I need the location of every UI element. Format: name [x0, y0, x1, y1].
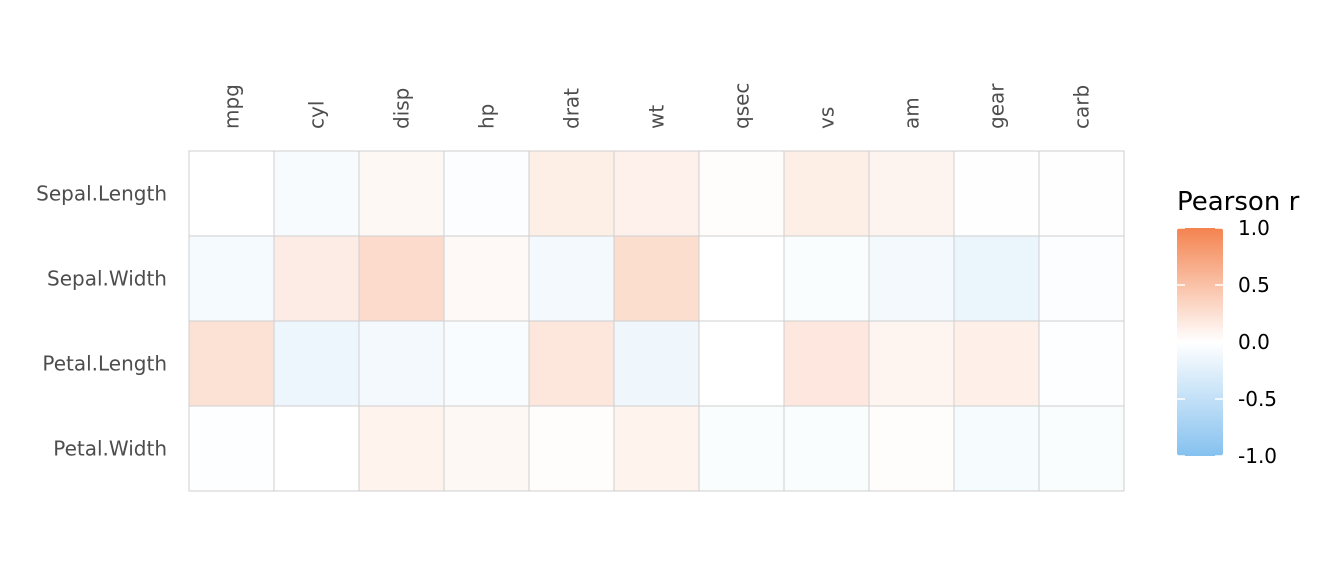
heatmap-cell-sepal-width-disp — [358, 235, 445, 322]
column-labels: mpg cyl disp hp drat wt qsec vs am gear carb — [220, 83, 1094, 129]
legend-tick-label: -0.5 — [1238, 387, 1277, 411]
heatmap-cell-sepal-length-hp — [443, 150, 530, 237]
column-label-am: am — [900, 97, 924, 129]
heatmap-cell-sepal-length-wt — [613, 150, 700, 237]
heatmap-cell-sepal-width-hp — [443, 235, 530, 322]
heatmap-cell-sepal-length-qsec — [698, 150, 785, 237]
legend-color-bar — [1177, 228, 1223, 456]
heatmap-cell-petal-length-cyl — [273, 320, 360, 407]
column-label-vs: vs — [815, 107, 839, 129]
column-label-wt: wt — [645, 105, 669, 129]
row-label-sepal-width: Sepal.Width — [47, 267, 167, 291]
heatmap-cell-petal-width-wt — [613, 405, 700, 492]
legend-tick-label: 1.0 — [1238, 216, 1270, 240]
heatmap-cell-petal-length-carb — [1038, 320, 1125, 407]
heatmap-cell-sepal-width-vs — [783, 235, 870, 322]
heatmap-cells — [188, 150, 1125, 492]
heatmap-cell-petal-width-hp — [443, 405, 530, 492]
heatmap-cell-sepal-length-am — [868, 150, 955, 237]
column-label-mpg: mpg — [220, 84, 244, 129]
heatmap-cell-sepal-width-qsec — [698, 235, 785, 322]
legend-tick-label: 0.0 — [1238, 330, 1270, 354]
heatmap-cell-sepal-length-carb — [1038, 150, 1125, 237]
row-label-sepal-length: Sepal.Length — [36, 182, 167, 206]
heatmap-cell-sepal-length-vs — [783, 150, 870, 237]
heatmap-cell-sepal-width-cyl — [273, 235, 360, 322]
heatmap-cell-petal-width-am — [868, 405, 955, 492]
heatmap-cell-sepal-length-disp — [358, 150, 445, 237]
column-label-disp: disp — [390, 88, 414, 129]
heatmap-cell-petal-length-vs — [783, 320, 870, 407]
heatmap-cell-petal-width-vs — [783, 405, 870, 492]
heatmap-cell-petal-length-qsec — [698, 320, 785, 407]
heatmap-cell-sepal-length-drat — [528, 150, 615, 237]
heatmap-cell-petal-length-mpg — [188, 320, 275, 407]
heatmap-cell-sepal-width-am — [868, 235, 955, 322]
heatmap-cell-petal-length-drat — [528, 320, 615, 407]
heatmap-cell-sepal-length-mpg — [188, 150, 275, 237]
legend-tick-label: -1.0 — [1238, 444, 1277, 468]
heatmap-cell-sepal-width-gear — [953, 235, 1040, 322]
heatmap-cell-petal-width-cyl — [273, 405, 360, 492]
heatmap-cell-petal-length-hp — [443, 320, 530, 407]
heatmap-cell-petal-length-wt — [613, 320, 700, 407]
color-legend: Pearson r 1.0 0.5 0.0 -0.5 -1.0 — [1177, 187, 1300, 468]
heatmap-cell-petal-width-drat — [528, 405, 615, 492]
heatmap-cell-petal-width-gear — [953, 405, 1040, 492]
heatmap-cell-sepal-width-wt — [613, 235, 700, 322]
column-label-drat: drat — [560, 88, 584, 129]
heatmap-cell-petal-length-gear — [953, 320, 1040, 407]
heatmap-cell-petal-length-disp — [358, 320, 445, 407]
heatmap-cell-sepal-width-mpg — [188, 235, 275, 322]
row-labels: Sepal.Length Sepal.Width Petal.Length Petal… — [36, 182, 167, 461]
heatmap-cell-sepal-length-gear — [953, 150, 1040, 237]
heatmap-cell-petal-width-qsec — [698, 405, 785, 492]
column-label-cyl: cyl — [305, 101, 329, 129]
column-label-hp: hp — [475, 104, 499, 129]
column-label-carb: carb — [1070, 85, 1094, 129]
heatmap-cell-sepal-width-carb — [1038, 235, 1125, 322]
heatmap-cell-sepal-length-cyl — [273, 150, 360, 237]
heatmap-cell-petal-width-mpg — [188, 405, 275, 492]
row-label-petal-width: Petal.Width — [53, 437, 167, 461]
row-label-petal-length: Petal.Length — [42, 352, 167, 376]
heatmap-cell-petal-width-carb — [1038, 405, 1125, 492]
heatmap-cell-petal-width-disp — [358, 405, 445, 492]
heatmap-cell-sepal-width-drat — [528, 235, 615, 322]
legend-tick-label: 0.5 — [1238, 273, 1270, 297]
column-label-qsec: qsec — [730, 83, 754, 129]
legend-title: Pearson r — [1177, 187, 1300, 217]
column-label-gear: gear — [985, 83, 1009, 129]
heatmap-cell-petal-length-am — [868, 320, 955, 407]
legend-ticks: 1.0 0.5 0.0 -0.5 -1.0 — [1177, 216, 1277, 468]
